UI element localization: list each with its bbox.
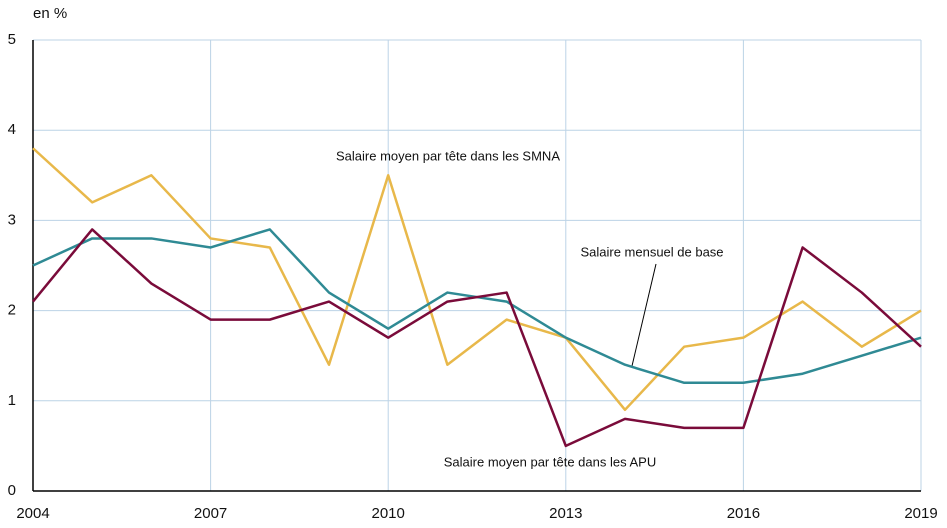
- y-tick-label: 3: [8, 211, 16, 228]
- x-tick-label: 2019: [904, 505, 937, 522]
- y-tick-label: 5: [8, 31, 16, 48]
- x-tick-label: 2004: [16, 505, 49, 522]
- x-tick-label: 2013: [549, 505, 582, 522]
- annotation-pointer: [631, 263, 657, 367]
- x-tick-label: 2016: [727, 505, 760, 522]
- y-axis-label: en %: [33, 5, 67, 22]
- series-label: Salaire moyen par tête dans les SMNA: [336, 148, 560, 163]
- series-line: [32, 147, 922, 412]
- series-label: Salaire mensuel de base: [580, 244, 723, 259]
- series-line: [32, 228, 922, 448]
- x-tick-label: 2010: [372, 505, 405, 522]
- series-line: [32, 228, 922, 385]
- y-tick-label: 0: [8, 482, 16, 499]
- x-tick-label: 2007: [194, 505, 227, 522]
- y-tick-label: 4: [8, 121, 16, 138]
- y-tick-label: 1: [8, 392, 16, 409]
- series-label: Salaire moyen par tête dans les APU: [444, 454, 656, 469]
- y-tick-label: 2: [8, 302, 16, 319]
